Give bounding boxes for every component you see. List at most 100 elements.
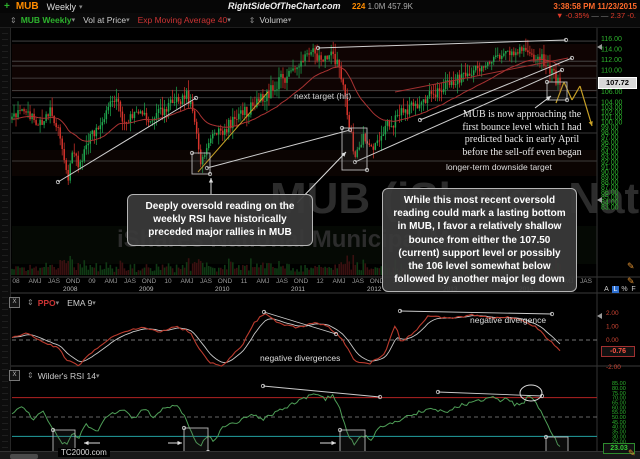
series-menu[interactable]: MUB Weekly [20, 15, 72, 25]
svg-text:JAS: JAS [48, 278, 61, 285]
svg-text:2008: 2008 [63, 286, 78, 293]
scale-button-L[interactable]: L [612, 286, 619, 293]
vol-at-price-menu[interactable]: Vol at Price [83, 15, 127, 25]
ppo-menu[interactable]: PPO [37, 297, 56, 308]
svg-text:2009: 2009 [139, 286, 154, 293]
chevron-down-icon[interactable]: ▾ [287, 17, 292, 24]
last-price-box: 107.72 [598, 77, 637, 89]
ema9-menu[interactable]: EMA 9 [67, 297, 93, 308]
svg-text:104.00: 104.00 [601, 100, 623, 107]
svg-text:09: 09 [88, 278, 96, 285]
svg-text:94.00: 94.00 [601, 150, 619, 157]
scale-button-F[interactable]: F [631, 286, 636, 293]
horizontal-scrollbar[interactable] [0, 451, 640, 459]
left-sidebar-strip[interactable] [0, 27, 11, 451]
stat-avg-volume: 457.9K [387, 2, 413, 11]
change-row: ▼ -0.35% — — 2.37 -0. [556, 11, 636, 20]
ppo-line [11, 313, 561, 367]
svg-text:86.00: 86.00 [601, 190, 619, 197]
stat-volume: 1.0M [367, 2, 386, 11]
moving-average-menu[interactable]: Exp Moving Average 40 [137, 15, 228, 25]
svg-text:OND: OND [370, 278, 385, 285]
svg-text:AMJ: AMJ [333, 278, 346, 285]
drawing-tools-layer[interactable] [55, 37, 581, 185]
timeframe-selector[interactable]: Weekly [46, 1, 76, 12]
svg-text:89.00: 89.00 [601, 175, 619, 182]
svg-text:112.00: 112.00 [601, 57, 622, 64]
price-axis[interactable]: 116.00 114.00 112.00 110.00 106.00 104.00103.… [597, 36, 623, 319]
downside-target-label[interactable]: longer-term downside target [446, 162, 552, 172]
pencil-icon[interactable]: ✎ [627, 276, 635, 286]
svg-text:11: 11 [241, 278, 248, 285]
svg-text:110.00: 110.00 [601, 68, 622, 75]
svg-text:95.00: 95.00 [601, 145, 619, 152]
svg-text:12: 12 [316, 278, 324, 285]
svg-text:30.00: 30.00 [612, 434, 626, 440]
volume-menu[interactable]: Volume [259, 15, 288, 25]
indicator-toolbar: ⇕ MUB Weekly ▾ Vol at Price ▾ Exp Moving… [0, 13, 640, 28]
candlestick-series[interactable] [11, 38, 561, 185]
negative-divergences-label[interactable]: negative divergences [260, 353, 341, 363]
svg-text:92.00: 92.00 [601, 160, 619, 167]
svg-text:OND: OND [218, 278, 233, 285]
scrollbar-thumb[interactable] [10, 453, 38, 459]
svg-text:85.00: 85.00 [601, 195, 619, 202]
svg-text:JAS: JAS [352, 278, 365, 285]
svg-text:55.00: 55.00 [612, 410, 626, 416]
chevron-down-icon[interactable]: ▾ [227, 17, 231, 24]
annotation-serif-note[interactable]: MUB is now approaching the first bounce … [462, 109, 582, 158]
svg-text:OND: OND [294, 278, 309, 285]
down-arrow-icon: ▼ [555, 11, 564, 20]
rsi-menu[interactable]: Wilder's RSI 14 [37, 370, 97, 381]
svg-text:70.00: 70.00 [612, 396, 626, 402]
ppo-ema9-line [11, 315, 561, 364]
svg-text:93.00: 93.00 [601, 155, 619, 162]
chevron-down-icon[interactable]: ▾ [96, 372, 100, 380]
svg-text:75.00: 75.00 [612, 391, 626, 397]
svg-text:1.00: 1.00 [606, 324, 619, 331]
negative-divergence-label[interactable]: negative divergence [470, 315, 547, 325]
svg-text:2010: 2010 [215, 286, 230, 293]
change-tail: -0. [627, 11, 636, 20]
annotation-box-oversold[interactable]: Deeply oversold reading on the weekly RS… [127, 194, 313, 246]
svg-text:OND: OND [66, 278, 81, 285]
close-ppo-button[interactable]: X [9, 297, 20, 308]
scale-button-A[interactable]: A [604, 286, 609, 293]
svg-text:2.00: 2.00 [606, 310, 619, 317]
svg-text:45.00: 45.00 [612, 420, 626, 426]
annotation-box-forecast[interactable]: While this most recent oversold reading … [382, 188, 577, 293]
next-target-label[interactable]: next target (hit) [294, 91, 352, 101]
change-dashes: — — [591, 11, 609, 20]
updown-icon[interactable]: ⇕ [27, 371, 34, 380]
pencil-icon[interactable]: ✎ [627, 261, 635, 271]
pencil-icon[interactable]: ✎ [628, 448, 636, 458]
svg-text:0.00: 0.00 [606, 337, 619, 344]
svg-text:40.00: 40.00 [612, 425, 626, 431]
chevron-down-icon[interactable]: ▾ [78, 3, 83, 11]
add-symbol-icon[interactable]: + [4, 1, 10, 12]
chevron-down-icon[interactable]: ▾ [71, 17, 76, 24]
symbol-label[interactable]: MUB [15, 1, 39, 12]
svg-text:JAS: JAS [276, 278, 289, 285]
svg-text:JAS: JAS [580, 278, 593, 285]
svg-text:103.00: 103.00 [601, 105, 623, 112]
close-rsi-button[interactable]: X [9, 370, 20, 381]
scale-button-%[interactable]: % [621, 286, 628, 293]
ppo-panel-header: X ⇕ PPO ▾ EMA 9 ▾ [9, 297, 104, 308]
svg-text:116.00: 116.00 [601, 36, 622, 43]
svg-text:84.00: 84.00 [601, 200, 619, 207]
updown-icon[interactable]: ⇕ [10, 15, 17, 25]
svg-text:25.00: 25.00 [612, 439, 626, 445]
svg-text:65.00: 65.00 [612, 400, 626, 406]
svg-text:JAS: JAS [200, 278, 213, 285]
chevron-down-icon[interactable]: ▾ [92, 299, 96, 307]
updown-icon[interactable]: ⇕ [248, 15, 256, 25]
svg-text:101.00: 101.00 [601, 115, 623, 122]
timestamp: 3:38:58 PM 11/23/2015 [553, 2, 637, 11]
updown-icon[interactable]: ⇕ [27, 298, 34, 307]
svg-text:87.00: 87.00 [601, 185, 619, 192]
svg-text:60.00: 60.00 [612, 405, 626, 411]
chevron-down-icon[interactable]: ▾ [55, 299, 60, 307]
chevron-down-icon[interactable]: ▾ [126, 17, 130, 24]
